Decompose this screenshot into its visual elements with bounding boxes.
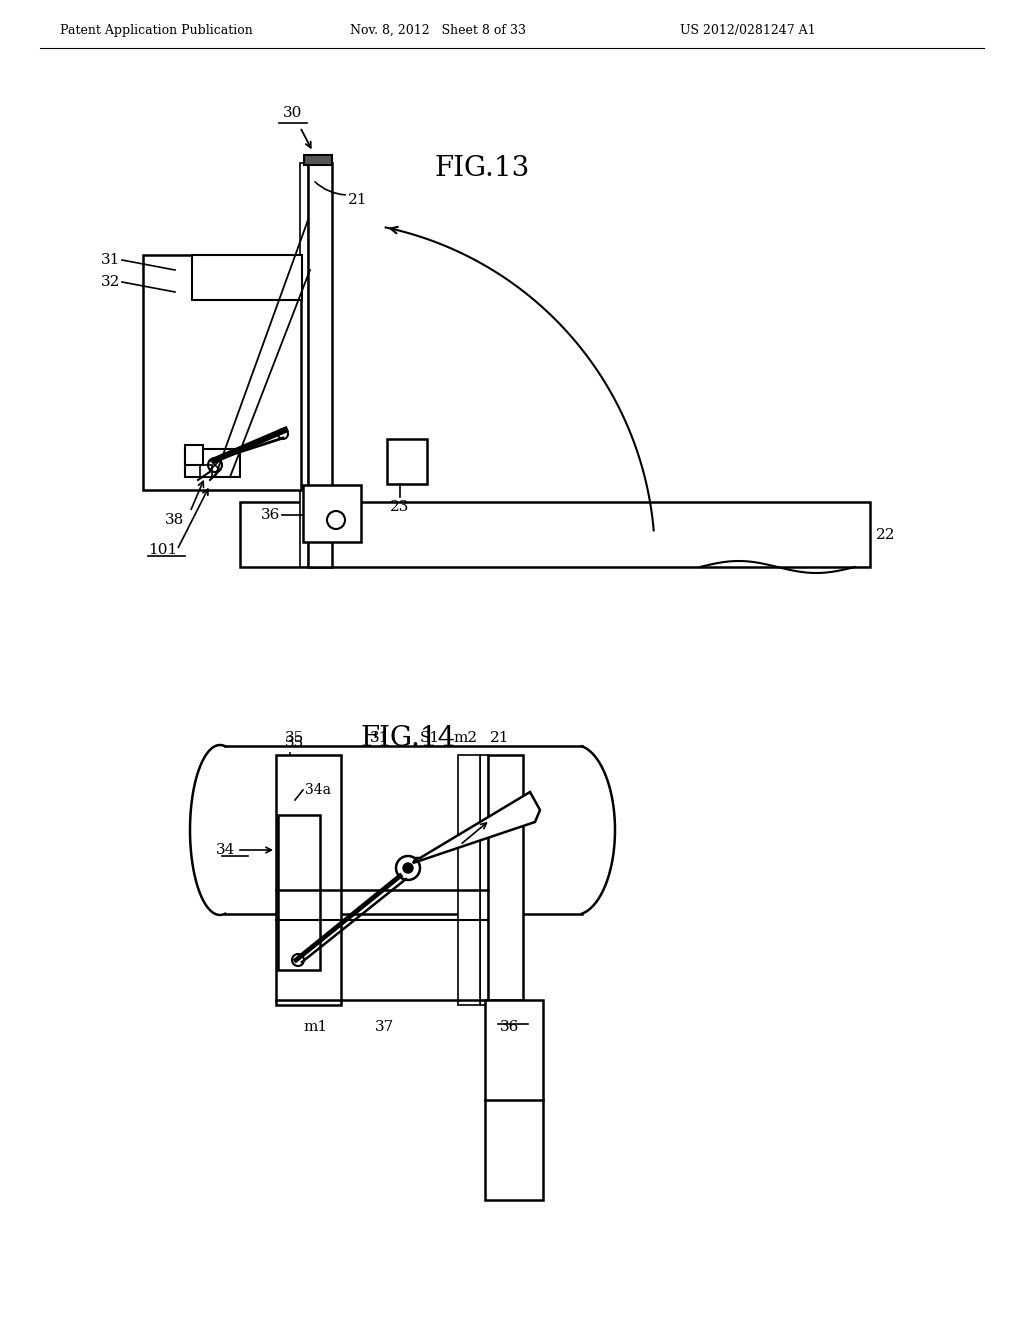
Text: 21: 21 [348, 193, 368, 207]
Text: 30: 30 [284, 106, 303, 120]
Bar [387, 440, 427, 484]
Bar [458, 755, 480, 1005]
Bar [193, 255, 302, 300]
Text: 36: 36 [261, 508, 280, 521]
Text: 35: 35 [286, 731, 304, 744]
Bar [278, 814, 319, 970]
Bar [185, 449, 240, 477]
Bar [300, 162, 308, 568]
Bar [185, 445, 203, 465]
Text: 34: 34 [216, 843, 234, 857]
Text: 35: 35 [286, 737, 304, 750]
Bar [200, 465, 212, 477]
Text: 23: 23 [390, 500, 410, 513]
Text: FIG.13: FIG.13 [435, 154, 530, 182]
Bar [488, 755, 523, 1005]
Text: FIG.14: FIG.14 [360, 725, 456, 752]
Bar [276, 755, 341, 1005]
Polygon shape [413, 792, 540, 863]
Text: 101: 101 [148, 543, 177, 557]
Bar [304, 154, 332, 165]
Bar [485, 1001, 543, 1200]
Text: m2: m2 [453, 731, 477, 744]
Text: 37: 37 [376, 1020, 394, 1034]
Bar [480, 755, 488, 1005]
Text: 32: 32 [100, 275, 120, 289]
Text: m1: m1 [303, 1020, 327, 1034]
Text: 31: 31 [371, 731, 390, 744]
Text: 34a: 34a [305, 783, 331, 797]
Text: S1: S1 [420, 731, 440, 744]
Bar [143, 255, 301, 490]
Text: 31: 31 [100, 253, 120, 267]
Bar [308, 162, 332, 568]
Circle shape [403, 863, 413, 873]
Bar [240, 502, 870, 568]
Text: 21: 21 [490, 731, 510, 744]
Text: Nov. 8, 2012   Sheet 8 of 33: Nov. 8, 2012 Sheet 8 of 33 [350, 24, 526, 37]
Text: Patent Application Publication: Patent Application Publication [60, 24, 253, 37]
Text: 22: 22 [876, 528, 896, 543]
Text: US 2012/0281247 A1: US 2012/0281247 A1 [680, 24, 816, 37]
Text: 38: 38 [165, 513, 184, 527]
Bar [303, 484, 361, 543]
Text: 36: 36 [501, 1020, 520, 1034]
